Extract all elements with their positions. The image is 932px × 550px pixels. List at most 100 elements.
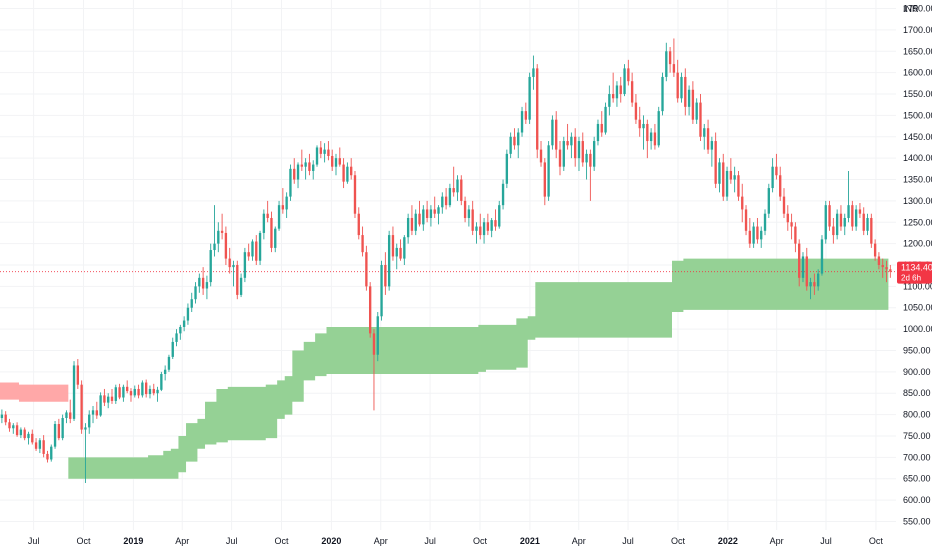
candle[interactable]: [296, 162, 300, 189]
candle[interactable]: [448, 183, 452, 208]
candle[interactable]: [680, 72, 683, 103]
candle[interactable]: [494, 209, 497, 231]
candle[interactable]: [160, 371, 163, 392]
candle[interactable]: [619, 76, 622, 103]
candle[interactable]: [198, 273, 201, 293]
candle[interactable]: [391, 226, 395, 261]
candle[interactable]: [555, 111, 558, 159]
candle[interactable]: [201, 267, 205, 295]
candle[interactable]: [376, 312, 379, 362]
candle[interactable]: [539, 141, 543, 167]
candle[interactable]: [133, 385, 136, 398]
candle[interactable]: [623, 64, 626, 97]
candle[interactable]: [816, 269, 820, 291]
candle[interactable]: [763, 209, 767, 236]
candle[interactable]: [596, 119, 600, 146]
candle[interactable]: [881, 258, 884, 278]
candle[interactable]: [258, 230, 262, 265]
candle[interactable]: [323, 143, 326, 163]
candle[interactable]: [467, 205, 471, 227]
candle[interactable]: [744, 205, 748, 236]
candle[interactable]: [699, 94, 702, 142]
candle[interactable]: [27, 431, 30, 445]
candle[interactable]: [441, 192, 444, 214]
candle[interactable]: [589, 149, 592, 201]
candle[interactable]: [471, 200, 474, 236]
candle[interactable]: [513, 128, 516, 150]
candle[interactable]: [69, 399, 72, 424]
candle[interactable]: [536, 64, 539, 159]
candle[interactable]: [592, 136, 596, 171]
candle[interactable]: [672, 38, 676, 77]
candle[interactable]: [627, 59, 630, 86]
candle[interactable]: [862, 207, 865, 236]
candle[interactable]: [741, 183, 744, 223]
time-axis[interactable]: Jul Oct 2019 Apr Jul Oct 2020 Apr Jul Oct 2021 Apr J…: [28, 536, 884, 546]
candle[interactable]: [213, 205, 216, 257]
candle[interactable]: [839, 205, 843, 231]
candle[interactable]: [228, 247, 231, 274]
candle[interactable]: [209, 243, 212, 287]
candle[interactable]: [80, 380, 83, 434]
candle[interactable]: [608, 85, 611, 116]
candle[interactable]: [182, 316, 186, 332]
candle[interactable]: [418, 200, 421, 227]
candle[interactable]: [433, 196, 436, 218]
candle[interactable]: [285, 192, 288, 218]
candle[interactable]: [737, 170, 740, 201]
candle[interactable]: [585, 149, 588, 180]
candle[interactable]: [186, 303, 190, 325]
candle[interactable]: [266, 200, 269, 223]
candle[interactable]: [315, 145, 319, 167]
candle[interactable]: [429, 205, 433, 227]
candle[interactable]: [790, 213, 793, 240]
candle[interactable]: [331, 149, 334, 171]
candle[interactable]: [828, 200, 831, 231]
candle[interactable]: [395, 243, 398, 270]
candle[interactable]: [794, 222, 797, 253]
candle[interactable]: [114, 384, 117, 404]
candle[interactable]: [463, 196, 467, 223]
candle[interactable]: [399, 239, 402, 261]
candle[interactable]: [505, 149, 509, 189]
candle[interactable]: [547, 141, 550, 201]
candle[interactable]: [760, 226, 763, 248]
candle[interactable]: [31, 429, 34, 445]
candle[interactable]: [23, 427, 26, 441]
candle[interactable]: [653, 123, 657, 150]
candle[interactable]: [604, 102, 607, 135]
candle[interactable]: [562, 136, 565, 171]
candle[interactable]: [107, 393, 110, 409]
candle[interactable]: [490, 217, 493, 238]
price-axis[interactable]: 550.00 600.00 650.00 700.00 750.00 800.00 850.…: [903, 4, 932, 527]
candle[interactable]: [144, 379, 148, 398]
candle[interactable]: [786, 205, 789, 231]
candle[interactable]: [600, 111, 603, 137]
candle[interactable]: [509, 132, 512, 159]
candle[interactable]: [558, 141, 562, 176]
candle[interactable]: [661, 72, 664, 116]
candle[interactable]: [779, 166, 782, 201]
candle[interactable]: [232, 260, 235, 287]
candle[interactable]: [4, 411, 7, 426]
candle[interactable]: [482, 217, 486, 244]
candle[interactable]: [630, 72, 634, 107]
candle[interactable]: [319, 141, 322, 159]
candle[interactable]: [437, 205, 440, 225]
candle[interactable]: [110, 388, 114, 404]
candle[interactable]: [387, 230, 391, 291]
candle[interactable]: [12, 423, 15, 434]
candle[interactable]: [76, 359, 80, 389]
candle[interactable]: [460, 175, 463, 206]
candle[interactable]: [171, 337, 174, 360]
candle[interactable]: [8, 418, 11, 432]
candle[interactable]: [452, 166, 455, 197]
candle[interactable]: [581, 132, 584, 167]
candle[interactable]: [308, 153, 311, 176]
candle[interactable]: [346, 162, 349, 184]
candle[interactable]: [729, 158, 733, 184]
candle[interactable]: [190, 292, 193, 313]
candles[interactable]: [0, 38, 892, 483]
candle[interactable]: [88, 410, 91, 434]
